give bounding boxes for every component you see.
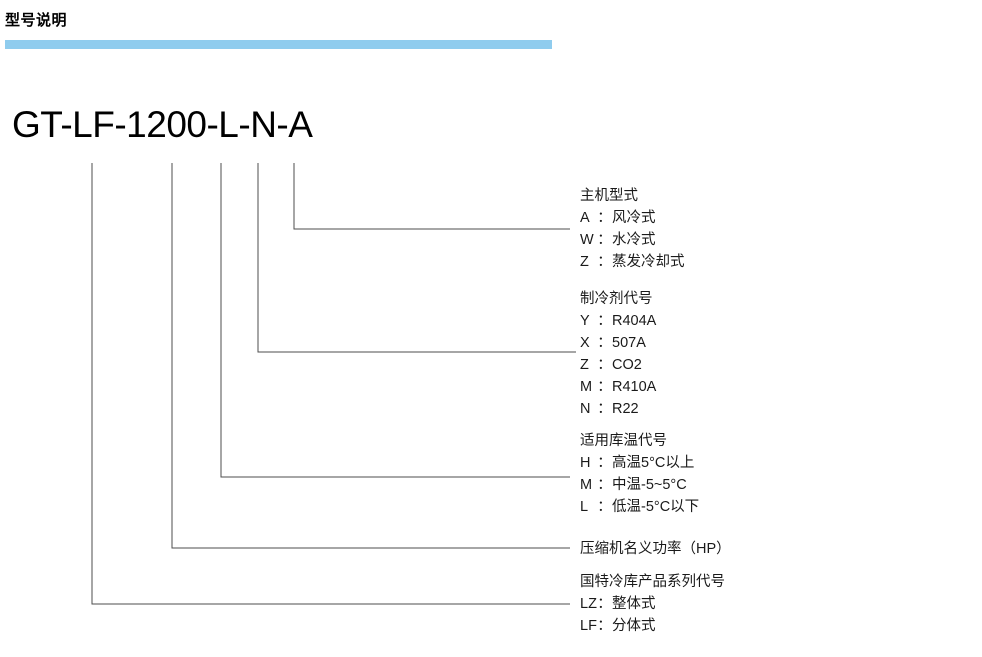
annotation-row: Y ：R404A [580, 310, 656, 332]
annotation-row: Z ：蒸发冷却式 [580, 251, 685, 273]
annotation-heading: 主机型式 [580, 188, 638, 204]
row-value: 整体式 [612, 596, 656, 612]
annotation-row-list: LZ：整体式 LF：分体式 [580, 593, 725, 637]
annotation-block-host-type: 主机型式 A ：风冷式 W ：水冷式 Z ：蒸发冷却式 [580, 185, 685, 273]
row-separator: ： [597, 596, 612, 612]
row-key: M [580, 477, 593, 493]
model-code: GT-LF-1200-L-N-A [12, 104, 313, 145]
row-key: LF [580, 618, 597, 634]
row-value: R22 [612, 401, 639, 417]
row-key: X [580, 335, 590, 351]
row-key: Z [580, 357, 589, 373]
row-separator: ： [597, 401, 612, 417]
row-key: L [580, 499, 589, 515]
row-separator: ： [597, 313, 612, 329]
row-separator: ： [597, 210, 612, 226]
annotation-block-refrigerant: 制冷剂代号 Y ：R404A X ：507A Z ：CO2 M ：R410A N ：R22 [580, 288, 656, 420]
row-separator: ： [597, 618, 612, 634]
row-separator: ： [597, 477, 612, 493]
leader-host [293, 163, 570, 230]
annotation-row: L ：低温-5°C以下 [580, 496, 699, 518]
annotation-row: Z ：CO2 [580, 354, 656, 376]
annotation-block-compressor-power: 压缩机名义功率（HP） [580, 538, 731, 560]
annotation-row: W ：水冷式 [580, 229, 685, 251]
title-underline-bar [5, 40, 552, 49]
row-separator: ： [597, 335, 612, 351]
row-value: 高温5°C以上 [612, 455, 695, 471]
annotation-row: M ：R410A [580, 376, 656, 398]
row-separator: ： [597, 379, 612, 395]
row-value: 中温-5~5°C [612, 477, 687, 493]
annotation-block-storage-temperature: 适用库温代号 H ：高温5°C以上 M ：中温-5~5°C L ：低温-5°C以下 [580, 430, 699, 518]
annotation-heading: 压缩机名义功率（HP） [580, 541, 731, 557]
annotation-row: N ：R22 [580, 398, 656, 420]
row-key: A [580, 210, 590, 226]
row-key: Z [580, 254, 589, 270]
annotation-row: X ：507A [580, 332, 656, 354]
leader-temperature [220, 163, 570, 478]
annotation-row: LZ：整体式 [580, 593, 725, 615]
row-separator: ： [597, 499, 612, 515]
annotation-block-product-series: 国特冷库产品系列代号 LZ：整体式 LF：分体式 [580, 571, 725, 637]
row-value: R404A [612, 313, 657, 329]
row-key: LZ [580, 596, 597, 612]
annotation-row: M ：中温-5~5°C [580, 474, 699, 496]
page-title: 型号说明 [5, 12, 68, 29]
leader-refrigerant [257, 163, 576, 353]
row-value: 风冷式 [612, 210, 656, 226]
row-separator: ： [597, 455, 612, 471]
row-key: M [580, 379, 593, 395]
annotation-heading: 制冷剂代号 [580, 291, 653, 307]
annotation-heading: 适用库温代号 [580, 433, 667, 449]
row-value: 507A [612, 335, 646, 351]
row-value: 分体式 [612, 618, 656, 634]
row-value: 蒸发冷却式 [612, 254, 685, 270]
row-value: R410A [612, 379, 657, 395]
row-key: W [580, 232, 594, 248]
leader-power [171, 163, 570, 549]
row-key: H [580, 455, 591, 471]
row-value: 低温-5°C以下 [612, 499, 700, 515]
annotation-row-list: H ：高温5°C以上 M ：中温-5~5°C L ：低温-5°C以下 [580, 452, 699, 518]
row-separator: ： [597, 232, 612, 248]
annotation-row: LF：分体式 [580, 615, 725, 637]
row-separator: ： [597, 254, 612, 270]
annotation-row: A ：风冷式 [580, 207, 685, 229]
annotation-heading: 国特冷库产品系列代号 [580, 574, 725, 590]
annotation-row: H ：高温5°C以上 [580, 452, 699, 474]
row-key: Y [580, 313, 590, 329]
row-value: CO2 [612, 357, 642, 373]
leader-series [91, 163, 570, 605]
row-separator: ： [597, 357, 612, 373]
annotation-row-list: Y ：R404A X ：507A Z ：CO2 M ：R410A N ：R22 [580, 310, 656, 420]
row-value: 水冷式 [612, 232, 656, 248]
row-key: N [580, 401, 591, 417]
annotation-row-list: A ：风冷式 W ：水冷式 Z ：蒸发冷却式 [580, 207, 685, 273]
